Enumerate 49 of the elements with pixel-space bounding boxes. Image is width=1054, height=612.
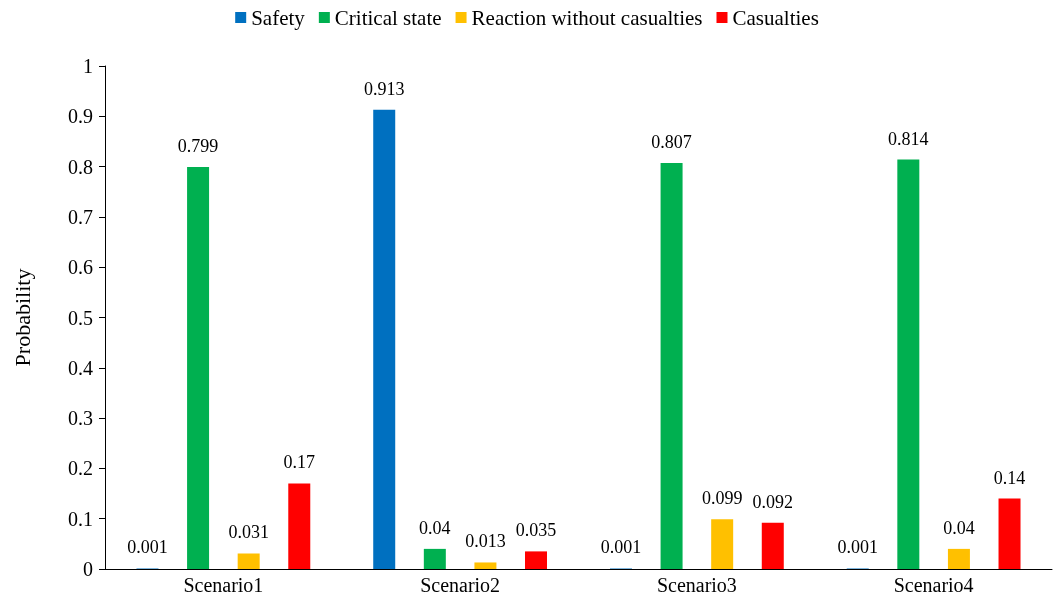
x-tick-label: Scenario4 bbox=[893, 574, 974, 596]
y-tick-label: 0.2 bbox=[68, 457, 93, 480]
data-label: 0.814 bbox=[888, 128, 929, 149]
data-label: 0.17 bbox=[283, 452, 316, 473]
y-tick-label: 0.3 bbox=[68, 407, 93, 430]
data-label: 0.14 bbox=[993, 467, 1026, 488]
legend-label: Casualties bbox=[732, 5, 819, 30]
y-tick-label: 0.1 bbox=[68, 507, 93, 530]
x-tick-label: Scenario1 bbox=[183, 574, 264, 596]
data-label: 0.04 bbox=[419, 517, 451, 538]
data-label: 0.099 bbox=[701, 488, 743, 509]
data-label: 0.092 bbox=[752, 491, 794, 512]
bar bbox=[474, 562, 497, 569]
data-label: 0.031 bbox=[228, 522, 269, 543]
data-label: 0.807 bbox=[651, 132, 692, 153]
data-label: 0.04 bbox=[943, 517, 975, 538]
bar bbox=[423, 548, 446, 569]
bar bbox=[711, 519, 734, 569]
y-tick-label: 0.7 bbox=[68, 205, 93, 228]
legend-label: Reaction without casualties bbox=[471, 5, 703, 30]
x-tick-label: Scenario3 bbox=[656, 574, 737, 596]
y-tick-label: 0 bbox=[83, 558, 93, 580]
y-tick-label: 0.8 bbox=[68, 155, 93, 178]
y-tick-label: 0.6 bbox=[68, 256, 93, 279]
bar bbox=[237, 553, 260, 569]
bar bbox=[897, 159, 920, 569]
data-label: 0.013 bbox=[465, 531, 506, 552]
bar bbox=[947, 548, 970, 569]
bar bbox=[998, 498, 1021, 569]
y-tick-label: 0.9 bbox=[68, 105, 93, 128]
data-label: 0.913 bbox=[363, 78, 405, 99]
y-tick-label: 0.5 bbox=[68, 306, 93, 329]
legend-label: Critical state bbox=[334, 5, 442, 30]
bar bbox=[187, 167, 210, 569]
data-label: 0.001 bbox=[127, 537, 168, 558]
bar bbox=[761, 522, 784, 569]
bar bbox=[525, 551, 548, 569]
y-tick-label: 0.4 bbox=[68, 356, 93, 379]
y-axis-title: Probability bbox=[9, 268, 35, 367]
x-tick-label: Scenario2 bbox=[420, 574, 501, 596]
data-label: 0.001 bbox=[837, 537, 878, 558]
data-label: 0.799 bbox=[177, 136, 219, 157]
data-label: 0.001 bbox=[600, 537, 642, 558]
data-label: 0.035 bbox=[515, 520, 557, 541]
legend-label: Safety bbox=[251, 5, 306, 30]
bar bbox=[373, 109, 396, 569]
bar bbox=[660, 163, 683, 569]
bar bbox=[288, 483, 311, 569]
y-tick-label: 1 bbox=[83, 55, 93, 77]
